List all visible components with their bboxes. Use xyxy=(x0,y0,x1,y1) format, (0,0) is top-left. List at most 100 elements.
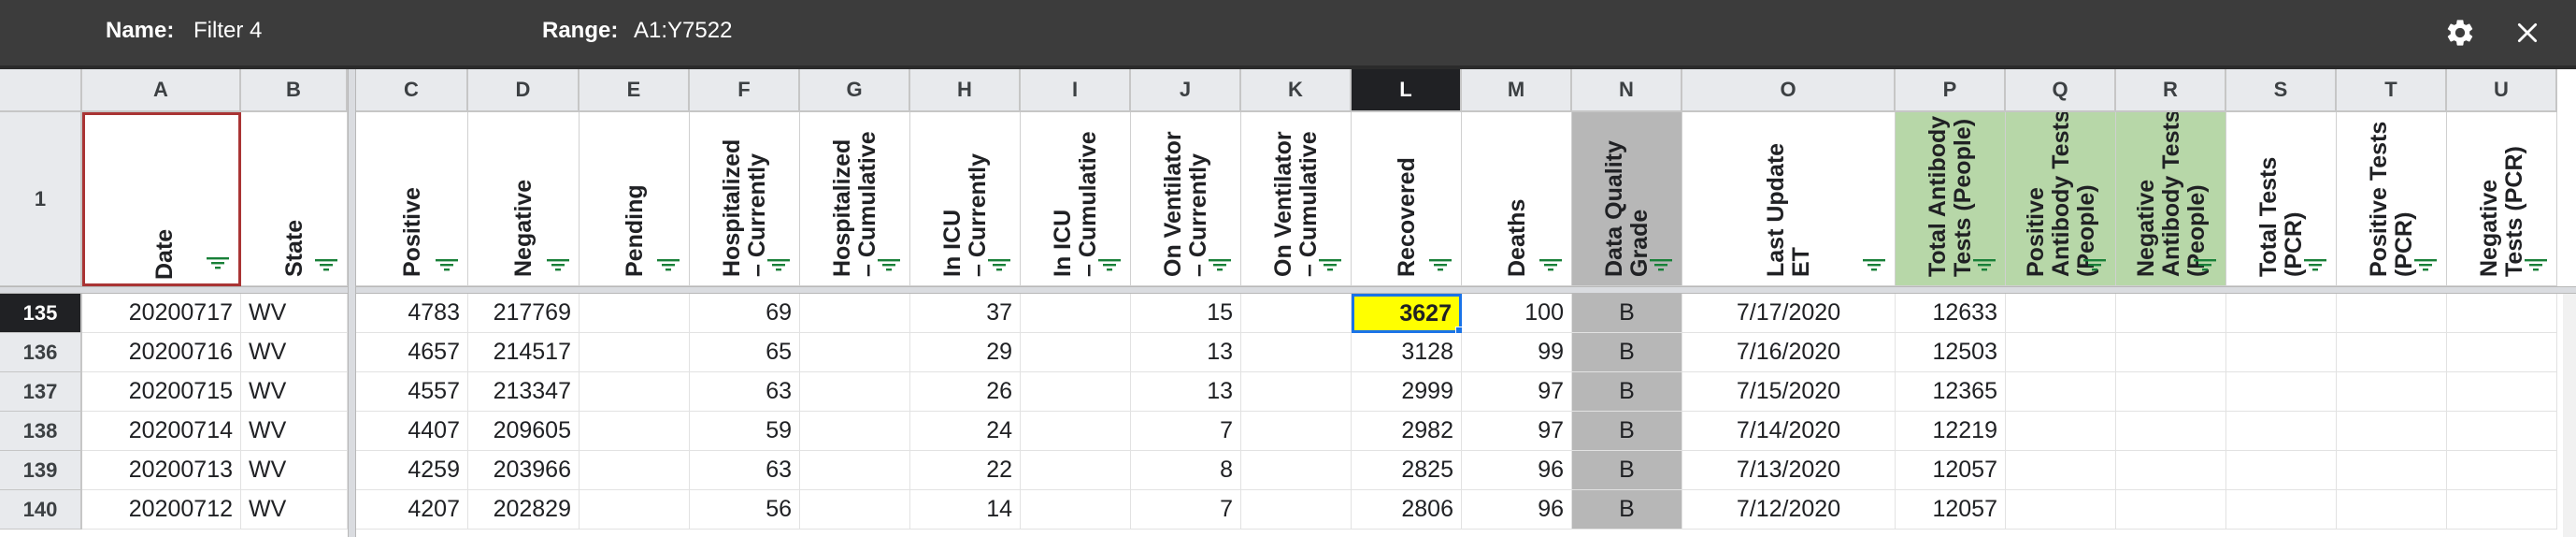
cell-j138[interactable]: 7 xyxy=(1131,412,1241,451)
cell-j140[interactable]: 7 xyxy=(1131,490,1241,530)
cell-h135[interactable]: 37 xyxy=(910,294,1021,333)
row-header-138[interactable]: 138 xyxy=(0,412,82,451)
cell-s135[interactable] xyxy=(2226,294,2337,333)
cell-c139[interactable]: 4259 xyxy=(356,451,468,490)
cell-p135[interactable]: 12633 xyxy=(1896,294,2006,333)
cell-m138[interactable]: 97 xyxy=(1462,412,1572,451)
header-cell-g[interactable]: Hospitalized – Cumulative xyxy=(800,112,910,286)
cell-m137[interactable]: 97 xyxy=(1462,372,1572,412)
cell-p137[interactable]: 12365 xyxy=(1896,372,2006,412)
cell-m140[interactable]: 96 xyxy=(1462,490,1572,530)
cell-d138[interactable]: 209605 xyxy=(468,412,580,451)
cell-g140[interactable] xyxy=(800,490,910,530)
row-header-135[interactable]: 135 xyxy=(0,294,82,333)
cell-i136[interactable] xyxy=(1021,333,1131,372)
cell-o136[interactable]: 7/16/2020 xyxy=(1682,333,1896,372)
header-cell-j[interactable]: On Ventilator – Currently xyxy=(1131,112,1241,286)
cell-j137[interactable]: 13 xyxy=(1131,372,1241,412)
cell-a138[interactable]: 20200714 xyxy=(82,412,241,451)
cell-l138[interactable]: 2982 xyxy=(1352,412,1462,451)
cell-c137[interactable]: 4557 xyxy=(356,372,468,412)
cell-i138[interactable] xyxy=(1021,412,1131,451)
header-cell-r[interactable]: Negative Antibody Tests (People) xyxy=(2116,112,2226,286)
column-header-o[interactable]: O xyxy=(1682,69,1896,112)
column-header-h[interactable]: H xyxy=(910,69,1021,112)
cell-q137[interactable] xyxy=(2006,372,2116,412)
column-header-e[interactable]: E xyxy=(580,69,690,112)
header-cell-e[interactable]: Pending xyxy=(580,112,690,286)
gear-icon[interactable] xyxy=(2443,16,2477,50)
cell-o139[interactable]: 7/13/2020 xyxy=(1682,451,1896,490)
row-header-136[interactable]: 136 xyxy=(0,333,82,372)
active-cell[interactable]: 3627 xyxy=(1352,294,1462,333)
cell-r140[interactable] xyxy=(2116,490,2226,530)
cell-b137[interactable]: WV xyxy=(241,372,348,412)
cell-l140[interactable]: 2806 xyxy=(1352,490,1462,530)
filter-icon[interactable] xyxy=(1317,257,1343,272)
cell-l137[interactable]: 2999 xyxy=(1352,372,1462,412)
column-header-k[interactable]: K xyxy=(1241,69,1352,112)
header-cell-b[interactable]: State xyxy=(241,112,348,286)
cell-i139[interactable] xyxy=(1021,451,1131,490)
cell-m139[interactable]: 96 xyxy=(1462,451,1572,490)
cell-b139[interactable]: WV xyxy=(241,451,348,490)
cell-t139[interactable] xyxy=(2337,451,2447,490)
header-cell-t[interactable]: Positive Tests (PCR) xyxy=(2337,112,2447,286)
filter-icon[interactable] xyxy=(2302,257,2328,272)
cell-u137[interactable] xyxy=(2447,372,2557,412)
filter-icon[interactable] xyxy=(205,255,231,270)
cell-h138[interactable]: 24 xyxy=(910,412,1021,451)
close-icon[interactable] xyxy=(2511,16,2544,50)
cell-u140[interactable] xyxy=(2447,490,2557,530)
column-header-c[interactable]: C xyxy=(356,69,468,112)
cell-u139[interactable] xyxy=(2447,451,2557,490)
cell-o137[interactable]: 7/15/2020 xyxy=(1682,372,1896,412)
cell-u135[interactable] xyxy=(2447,294,2557,333)
cell-t135[interactable] xyxy=(2337,294,2447,333)
filter-name-value[interactable]: Filter 4 xyxy=(193,18,263,43)
filter-icon[interactable] xyxy=(2412,257,2439,272)
cell-n136[interactable]: B xyxy=(1572,333,1682,372)
filter-icon[interactable] xyxy=(876,257,902,272)
cell-o138[interactable]: 7/14/2020 xyxy=(1682,412,1896,451)
cell-i135[interactable] xyxy=(1021,294,1131,333)
cell-f140[interactable]: 56 xyxy=(690,490,800,530)
cell-c136[interactable]: 4657 xyxy=(356,333,468,372)
cell-t138[interactable] xyxy=(2337,412,2447,451)
cell-c135[interactable]: 4783 xyxy=(356,294,468,333)
cell-s139[interactable] xyxy=(2226,451,2337,490)
cell-o135[interactable]: 7/17/2020 xyxy=(1682,294,1896,333)
frozen-column-divider[interactable] xyxy=(348,69,356,537)
cell-j139[interactable]: 8 xyxy=(1131,451,1241,490)
cell-h140[interactable]: 14 xyxy=(910,490,1021,530)
cell-p138[interactable]: 12219 xyxy=(1896,412,2006,451)
cell-q138[interactable] xyxy=(2006,412,2116,451)
cell-m135[interactable]: 100 xyxy=(1462,294,1572,333)
filter-icon[interactable] xyxy=(1538,257,1564,272)
cell-f139[interactable]: 63 xyxy=(690,451,800,490)
row-header-139[interactable]: 139 xyxy=(0,451,82,490)
cell-t140[interactable] xyxy=(2337,490,2447,530)
cell-q136[interactable] xyxy=(2006,333,2116,372)
cell-p136[interactable]: 12503 xyxy=(1896,333,2006,372)
cell-e140[interactable] xyxy=(580,490,690,530)
cell-n139[interactable]: B xyxy=(1572,451,1682,490)
cell-e137[interactable] xyxy=(580,372,690,412)
cell-c140[interactable]: 4207 xyxy=(356,490,468,530)
header-cell-o[interactable]: Last Update ET xyxy=(1682,112,1896,286)
cell-h139[interactable]: 22 xyxy=(910,451,1021,490)
filter-icon[interactable] xyxy=(545,257,571,272)
cell-n137[interactable]: B xyxy=(1572,372,1682,412)
filter-icon[interactable] xyxy=(1427,257,1453,272)
filter-icon[interactable] xyxy=(1861,257,1887,272)
cell-u136[interactable] xyxy=(2447,333,2557,372)
cell-d135[interactable]: 217769 xyxy=(468,294,580,333)
cell-n138[interactable]: B xyxy=(1572,412,1682,451)
header-cell-m[interactable]: Deaths xyxy=(1462,112,1572,286)
cell-q135[interactable] xyxy=(2006,294,2116,333)
select-all-corner[interactable] xyxy=(0,69,82,112)
cell-i140[interactable] xyxy=(1021,490,1131,530)
column-header-d[interactable]: D xyxy=(468,69,580,112)
column-header-f[interactable]: F xyxy=(690,69,800,112)
cell-h136[interactable]: 29 xyxy=(910,333,1021,372)
